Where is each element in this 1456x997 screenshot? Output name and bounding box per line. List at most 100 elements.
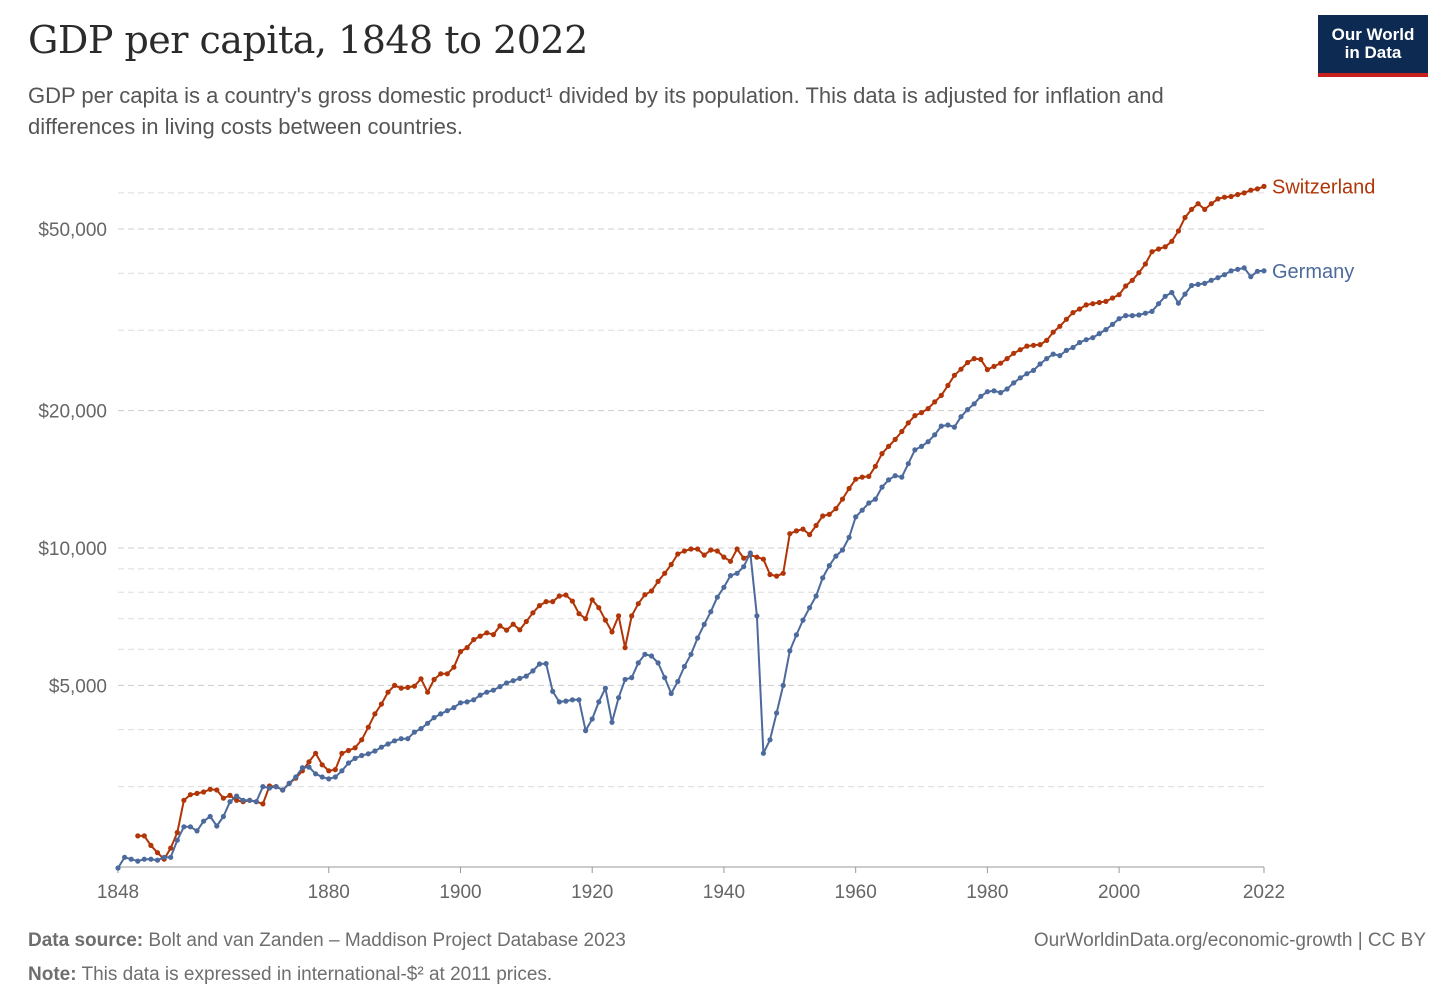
data-point[interactable] bbox=[576, 611, 582, 617]
data-point[interactable] bbox=[181, 797, 187, 803]
data-point[interactable] bbox=[1241, 190, 1247, 196]
data-point[interactable] bbox=[444, 708, 450, 714]
data-source-text[interactable]: Bolt and van Zanden – Maddison Project D… bbox=[148, 930, 626, 951]
data-point[interactable] bbox=[727, 573, 734, 579]
data-point[interactable] bbox=[793, 632, 800, 638]
data-point[interactable] bbox=[234, 793, 240, 799]
data-point[interactable] bbox=[708, 547, 714, 553]
data-point[interactable] bbox=[550, 688, 556, 695]
data-point[interactable] bbox=[451, 705, 457, 711]
data-point[interactable] bbox=[1142, 310, 1148, 316]
data-point[interactable] bbox=[1221, 272, 1228, 278]
data-point[interactable] bbox=[1024, 371, 1030, 377]
data-point[interactable] bbox=[800, 617, 806, 623]
data-point[interactable] bbox=[201, 789, 207, 795]
data-point[interactable] bbox=[174, 829, 180, 836]
data-point[interactable] bbox=[596, 699, 602, 705]
data-point[interactable] bbox=[912, 413, 918, 419]
data-point[interactable] bbox=[833, 506, 839, 512]
data-point[interactable] bbox=[859, 507, 865, 513]
data-point[interactable] bbox=[161, 854, 167, 860]
data-point[interactable] bbox=[187, 824, 193, 830]
data-point[interactable] bbox=[365, 724, 371, 730]
data-point[interactable] bbox=[833, 553, 839, 559]
data-point[interactable] bbox=[899, 428, 905, 435]
data-point[interactable] bbox=[978, 356, 984, 362]
data-point[interactable] bbox=[1063, 347, 1069, 353]
data-point[interactable] bbox=[207, 813, 213, 820]
data-point[interactable] bbox=[1024, 343, 1030, 349]
data-point[interactable] bbox=[813, 593, 819, 599]
data-point[interactable] bbox=[174, 837, 180, 843]
data-point[interactable] bbox=[207, 786, 213, 792]
data-point[interactable] bbox=[1248, 187, 1254, 193]
data-point[interactable] bbox=[1202, 280, 1208, 286]
data-point[interactable] bbox=[925, 406, 931, 412]
data-point[interactable] bbox=[886, 443, 892, 449]
data-point[interactable] bbox=[543, 599, 549, 605]
data-point[interactable] bbox=[1044, 337, 1050, 343]
data-point[interactable] bbox=[477, 692, 483, 698]
data-point[interactable] bbox=[510, 621, 516, 627]
data-point[interactable] bbox=[912, 447, 918, 453]
data-point[interactable] bbox=[260, 784, 266, 790]
data-point[interactable] bbox=[398, 685, 404, 691]
data-point[interactable] bbox=[510, 678, 516, 684]
data-point[interactable] bbox=[141, 833, 147, 839]
data-point[interactable] bbox=[1261, 268, 1267, 274]
data-point[interactable] bbox=[365, 751, 371, 757]
data-point[interactable] bbox=[154, 850, 161, 856]
data-point[interactable] bbox=[721, 584, 727, 590]
data-point[interactable] bbox=[971, 356, 977, 362]
data-point[interactable] bbox=[266, 785, 273, 791]
data-point[interactable] bbox=[965, 407, 971, 413]
data-point[interactable] bbox=[892, 436, 898, 442]
data-point[interactable] bbox=[135, 833, 141, 839]
data-point[interactable] bbox=[1096, 331, 1102, 337]
data-point[interactable] bbox=[905, 461, 911, 467]
data-point[interactable] bbox=[220, 795, 226, 801]
data-point[interactable] bbox=[550, 599, 556, 605]
data-point[interactable] bbox=[392, 738, 398, 744]
data-point[interactable] bbox=[339, 750, 345, 756]
data-point[interactable] bbox=[675, 551, 681, 557]
data-point[interactable] bbox=[497, 623, 503, 629]
data-point[interactable] bbox=[227, 792, 233, 799]
data-point[interactable] bbox=[998, 390, 1004, 396]
data-point[interactable] bbox=[800, 526, 806, 532]
data-point[interactable] bbox=[642, 592, 648, 598]
data-point[interactable] bbox=[563, 698, 569, 704]
data-point[interactable] bbox=[523, 673, 529, 679]
data-point[interactable] bbox=[701, 552, 707, 558]
series-line[interactable] bbox=[117, 266, 1265, 869]
data-point[interactable] bbox=[1103, 298, 1109, 304]
data-point[interactable] bbox=[872, 496, 879, 502]
data-point[interactable] bbox=[945, 422, 951, 428]
data-point[interactable] bbox=[477, 633, 483, 639]
data-point[interactable] bbox=[648, 653, 655, 659]
data-point[interactable] bbox=[1149, 308, 1155, 314]
data-point[interactable] bbox=[721, 554, 727, 560]
data-point[interactable] bbox=[629, 613, 635, 619]
data-point[interactable] bbox=[1221, 194, 1228, 200]
data-point[interactable] bbox=[984, 367, 991, 373]
data-point[interactable] bbox=[820, 575, 826, 581]
data-point[interactable] bbox=[1050, 329, 1056, 335]
data-point[interactable] bbox=[727, 558, 734, 564]
data-point[interactable] bbox=[425, 720, 431, 726]
data-point[interactable] bbox=[1149, 249, 1155, 255]
data-point[interactable] bbox=[234, 797, 240, 803]
data-point[interactable] bbox=[872, 463, 879, 469]
data-point[interactable] bbox=[714, 548, 720, 554]
data-point[interactable] bbox=[1254, 268, 1260, 274]
data-point[interactable] bbox=[714, 594, 720, 600]
data-point[interactable] bbox=[359, 752, 365, 759]
data-point[interactable] bbox=[1090, 301, 1096, 307]
data-point[interactable] bbox=[932, 399, 938, 405]
data-point[interactable] bbox=[438, 711, 444, 717]
data-point[interactable] bbox=[892, 473, 898, 479]
data-point[interactable] bbox=[464, 699, 470, 705]
data-point[interactable] bbox=[345, 747, 352, 754]
data-point[interactable] bbox=[925, 439, 931, 445]
data-point[interactable] bbox=[339, 768, 345, 774]
